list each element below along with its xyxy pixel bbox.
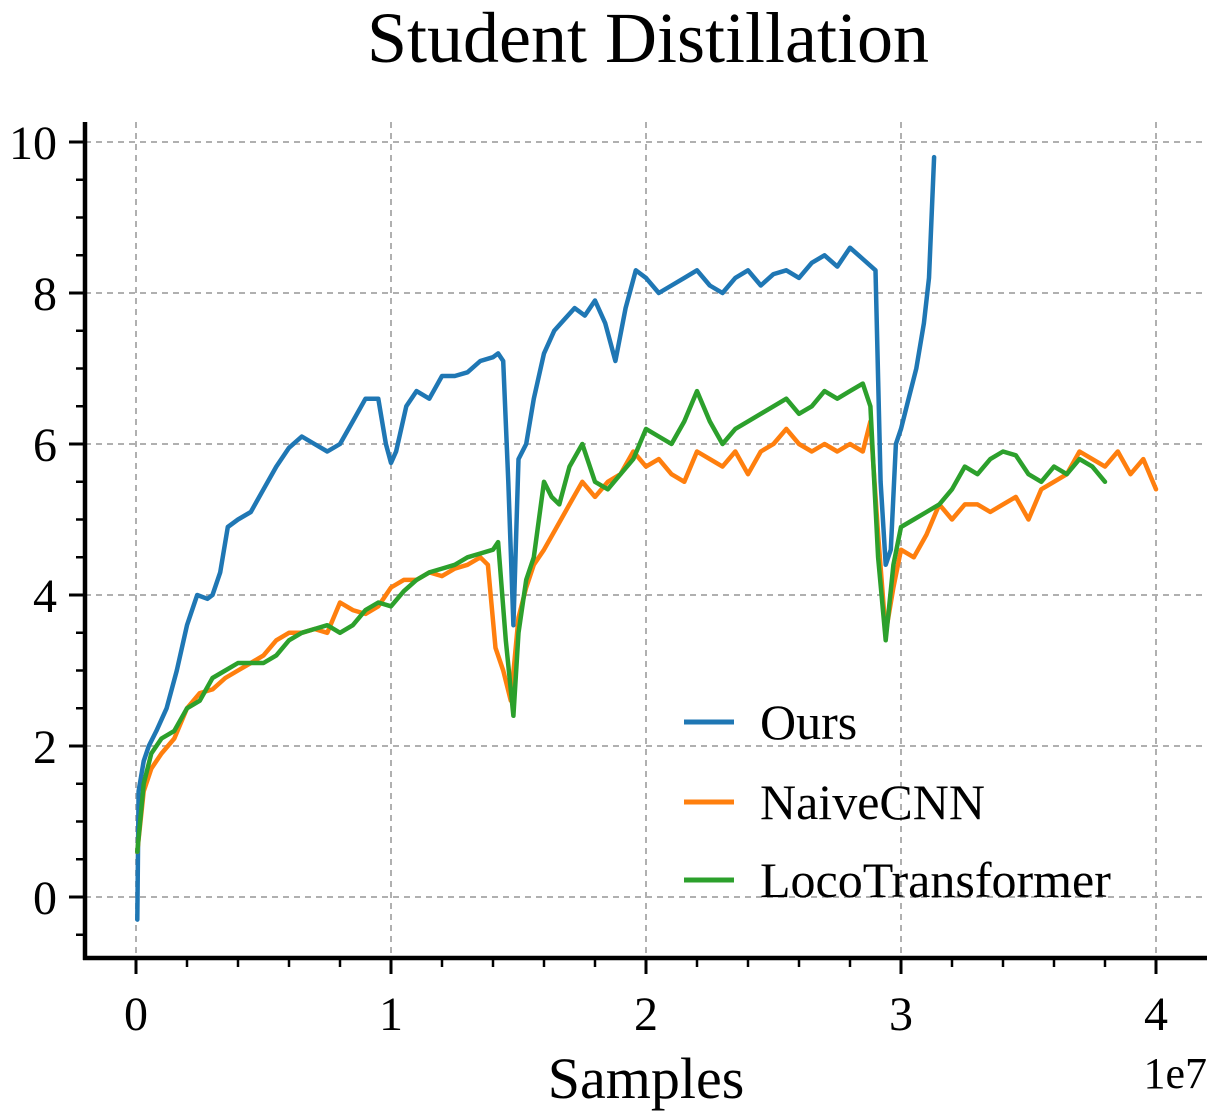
series-line-ours	[135, 154, 937, 922]
chart-title: Student Distillation	[367, 0, 929, 78]
series-lines	[135, 154, 1159, 922]
x-axis-label: Samples	[548, 1046, 745, 1111]
y-tick-label: 0	[33, 872, 57, 925]
tick-labels: 0 1 2 3 4 0 2 4 6 8 10	[9, 117, 1168, 1041]
y-tick-label: 4	[33, 570, 57, 623]
y-tick-label: 8	[33, 268, 57, 321]
legend-label-locotransformer: LocoTransformer	[760, 852, 1111, 908]
y-tick-label: 10	[9, 117, 57, 170]
y-tick-label: 6	[33, 419, 57, 472]
y-tick-label: 2	[33, 721, 57, 774]
x-axis-offset-label: 1e7	[1143, 1049, 1207, 1098]
grid	[85, 122, 1203, 958]
x-tick-label: 4	[1144, 988, 1168, 1041]
x-tick-label: 0	[124, 988, 148, 1041]
legend-label-naivecnn: NaiveCNN	[760, 774, 985, 830]
x-tick-label: 2	[634, 988, 658, 1041]
axes	[69, 122, 1207, 974]
series-line-locotransformer	[135, 381, 1108, 854]
x-tick-label: 3	[889, 988, 913, 1041]
legend-label-ours: Ours	[760, 694, 857, 750]
x-tick-label: 1	[379, 988, 403, 1041]
legend: Ours NaiveCNN LocoTransformer	[684, 694, 1111, 908]
